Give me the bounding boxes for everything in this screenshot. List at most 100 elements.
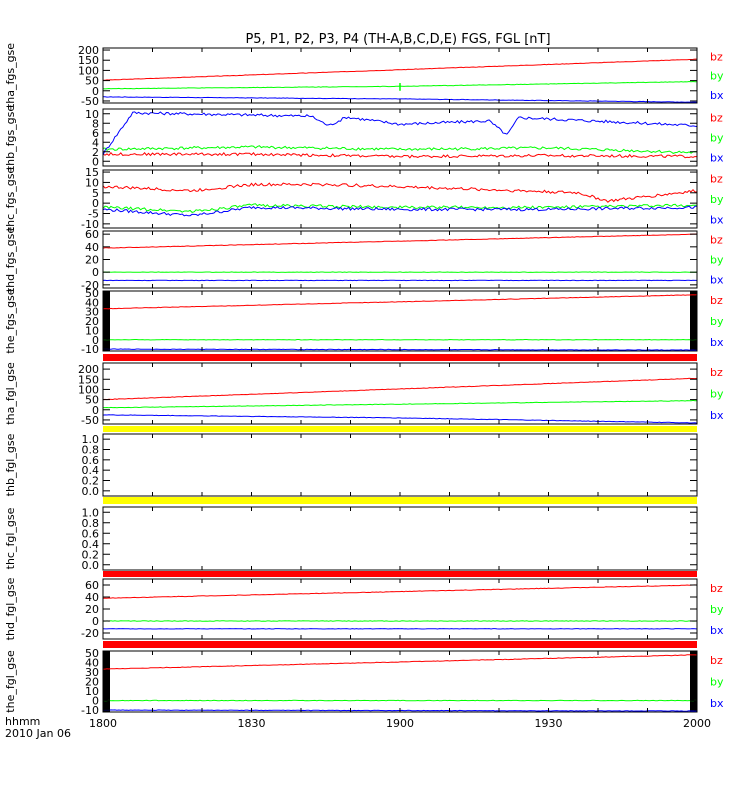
y-tick-label: 0.8 bbox=[82, 517, 100, 530]
y-tick-label: 20 bbox=[85, 315, 99, 328]
series-line-by bbox=[102, 145, 698, 154]
legend-by: by bbox=[710, 193, 724, 206]
y-tick-label: 50 bbox=[85, 287, 99, 300]
panel-frame bbox=[102, 47, 698, 104]
y-tick-label: 150 bbox=[78, 373, 99, 386]
y-tick-label: -5 bbox=[88, 208, 99, 221]
y-axis-label: thc_fgl_gse bbox=[4, 507, 17, 569]
panel-frame bbox=[102, 230, 698, 289]
panel-frame bbox=[102, 578, 698, 640]
y-tick-label: 0.8 bbox=[82, 444, 100, 457]
y-tick-label: 0 bbox=[92, 334, 99, 347]
legend-by: by bbox=[710, 70, 724, 83]
y-tick-label: 50 bbox=[85, 394, 99, 407]
panel-separator-bar bbox=[103, 426, 697, 432]
y-tick-label: 10 bbox=[85, 685, 99, 698]
y-tick-label: 6 bbox=[92, 127, 99, 140]
series-line-by bbox=[103, 399, 698, 409]
y-tick-label: 40 bbox=[85, 656, 99, 669]
y-tick-label: -20 bbox=[81, 279, 99, 292]
y-tick-label: 0 bbox=[92, 266, 99, 279]
y-axis-label: thb_fgs_gse bbox=[4, 105, 17, 171]
y-tick-label: 0.2 bbox=[82, 475, 100, 488]
y-tick-label: -20 bbox=[81, 627, 99, 640]
y-tick-label: 30 bbox=[85, 666, 99, 679]
legend-bz: bz bbox=[710, 173, 723, 186]
y-axis-label: tha_fgs_gse bbox=[4, 43, 17, 108]
y-tick-label: 15 bbox=[85, 166, 99, 179]
panel-separator-bar bbox=[103, 571, 697, 577]
y-tick-label: 50 bbox=[85, 647, 99, 660]
x-axis-date: 2010 Jan 06 bbox=[5, 727, 71, 740]
legend-bz: bz bbox=[710, 582, 723, 595]
series-line-by bbox=[102, 338, 697, 341]
x-tick-label: 1800 bbox=[89, 717, 117, 730]
series-line-bx bbox=[102, 111, 698, 156]
y-tick-label: 60 bbox=[85, 579, 99, 592]
legend-bz: bz bbox=[710, 366, 723, 379]
y-tick-label: 0.0 bbox=[82, 559, 100, 572]
legend-bx: bx bbox=[710, 409, 724, 422]
y-tick-label: -10 bbox=[81, 218, 99, 231]
y-tick-label: 2 bbox=[92, 146, 99, 159]
series-line-bz bbox=[102, 182, 698, 203]
legend-bz: bz bbox=[710, 294, 723, 307]
series-line-bz bbox=[102, 294, 698, 310]
y-tick-label: 0 bbox=[92, 615, 99, 628]
series-line-bz bbox=[102, 584, 698, 599]
legend-bz: bz bbox=[710, 112, 723, 125]
x-tick-label: 1900 bbox=[386, 717, 414, 730]
panel-frame bbox=[102, 506, 698, 571]
y-axis-label: thd_fgs_gse bbox=[4, 227, 17, 293]
panel-frame bbox=[102, 650, 698, 713]
y-tick-label: 0.0 bbox=[82, 485, 100, 498]
y-tick-label: 20 bbox=[85, 254, 99, 267]
chart-title: P5, P1, P2, P3, P4 (TH-A,B,C,D,E) FGS, F… bbox=[245, 32, 550, 47]
y-tick-label: 0 bbox=[92, 404, 99, 417]
legend-bz: bz bbox=[710, 654, 723, 667]
y-axis-label: the_fgs_gse bbox=[4, 288, 17, 353]
legend-by: by bbox=[710, 676, 724, 689]
y-tick-label: 8 bbox=[92, 117, 99, 130]
y-tick-label: 4 bbox=[92, 136, 99, 149]
legend-by: by bbox=[710, 388, 724, 401]
panel-separator-bar bbox=[103, 641, 697, 648]
legend-bz: bz bbox=[710, 234, 723, 247]
y-tick-label: 100 bbox=[78, 383, 99, 396]
y-tick-label: 10 bbox=[85, 108, 99, 121]
y-tick-label: 0 bbox=[92, 155, 99, 168]
y-tick-label: 0.4 bbox=[82, 538, 100, 551]
legend-bx: bx bbox=[710, 151, 724, 164]
y-tick-label: 40 bbox=[85, 241, 99, 254]
y-tick-label: 40 bbox=[85, 296, 99, 309]
series-line-bz bbox=[102, 151, 698, 159]
y-tick-label: 0 bbox=[92, 85, 99, 98]
y-tick-label: 200 bbox=[78, 44, 99, 57]
panel-separator-bar bbox=[103, 354, 697, 361]
x-tick-label: 1930 bbox=[535, 717, 563, 730]
y-tick-label: 1.0 bbox=[82, 433, 100, 446]
series-line-bx bbox=[102, 205, 698, 217]
y-tick-label: 0.2 bbox=[82, 548, 100, 561]
panel-separator-bar bbox=[103, 497, 697, 504]
panel-thb_fgl_gse: 0.00.20.40.60.81.0 thb_fgl_gse bbox=[4, 433, 698, 498]
legend-by: by bbox=[710, 132, 724, 145]
legend-bz: bz bbox=[710, 50, 723, 63]
panel-thc_fgl_gse: 0.00.20.40.60.81.0 thc_fgl_gse bbox=[4, 506, 698, 572]
y-tick-label: 50 bbox=[85, 75, 99, 88]
y-tick-label: 60 bbox=[85, 228, 99, 241]
x-axis: 1800 1830 1900 1930 2000 bbox=[89, 717, 711, 730]
y-tick-label: 200 bbox=[78, 363, 99, 376]
y-tick-label: 5 bbox=[92, 187, 99, 200]
y-axis-label: thb_fgl_gse bbox=[4, 433, 17, 496]
y-tick-label: -10 bbox=[81, 343, 99, 356]
y-tick-label: 40 bbox=[85, 591, 99, 604]
legend-bx: bx bbox=[710, 336, 724, 349]
